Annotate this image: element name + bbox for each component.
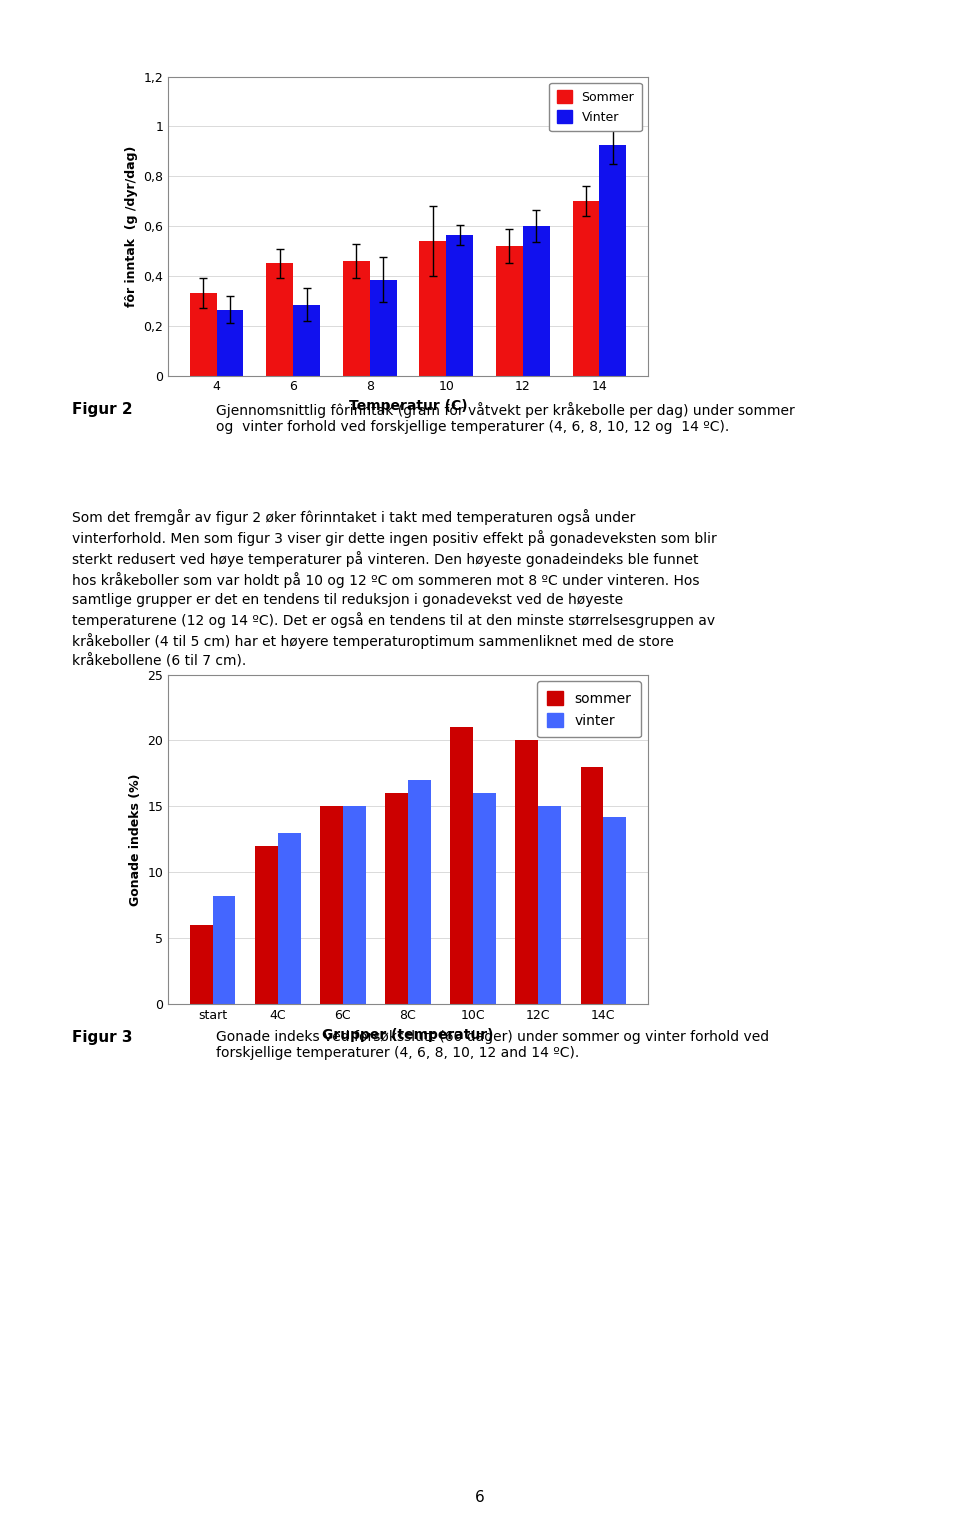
Bar xyxy=(408,780,431,1004)
Bar xyxy=(266,264,293,376)
Bar xyxy=(539,806,561,1004)
Bar xyxy=(604,817,626,1004)
Bar xyxy=(420,241,446,376)
Bar xyxy=(343,261,370,376)
Bar xyxy=(599,146,626,376)
Text: Gonade indeks ved forsøksslutt (60 dager) under sommer og vinter forhold ved
for: Gonade indeks ved forsøksslutt (60 dager… xyxy=(216,1030,769,1061)
Bar xyxy=(450,727,473,1004)
Bar xyxy=(516,740,539,1004)
Bar xyxy=(255,846,277,1004)
X-axis label: Grupper (temperatur): Grupper (temperatur) xyxy=(323,1027,493,1041)
Bar xyxy=(212,895,235,1004)
Text: Figur 2: Figur 2 xyxy=(72,402,132,417)
Bar xyxy=(473,793,496,1004)
Text: Gjennomsnittlig fôrinntak (gram fôr våtvekt per kråkebolle per dag) under sommer: Gjennomsnittlig fôrinntak (gram fôr våtv… xyxy=(216,402,795,434)
Text: 6: 6 xyxy=(475,1490,485,1505)
Bar xyxy=(581,766,604,1004)
Legend: Sommer, Vinter: Sommer, Vinter xyxy=(549,83,641,132)
Bar xyxy=(293,305,320,376)
Bar xyxy=(190,924,212,1004)
Bar xyxy=(190,293,217,376)
Text: Som det fremgår av figur 2 øker fôrinntaket i takt med temperaturen også under
v: Som det fremgår av figur 2 øker fôrinnta… xyxy=(72,509,717,668)
Legend: sommer, vinter: sommer, vinter xyxy=(537,682,641,737)
Bar xyxy=(277,832,300,1004)
Bar xyxy=(385,793,408,1004)
Y-axis label: fôr inntak  (g /dyr/dag): fôr inntak (g /dyr/dag) xyxy=(125,146,137,307)
Bar xyxy=(217,310,244,376)
Bar xyxy=(320,806,343,1004)
Text: Figur 3: Figur 3 xyxy=(72,1030,132,1046)
Bar xyxy=(446,235,473,376)
Bar xyxy=(496,247,523,376)
Bar xyxy=(343,806,366,1004)
Bar xyxy=(370,279,396,376)
Bar xyxy=(523,227,550,376)
Y-axis label: Gonade indeks (%): Gonade indeks (%) xyxy=(129,773,142,906)
X-axis label: Temperatur (C): Temperatur (C) xyxy=(348,399,468,412)
Bar xyxy=(572,201,599,376)
